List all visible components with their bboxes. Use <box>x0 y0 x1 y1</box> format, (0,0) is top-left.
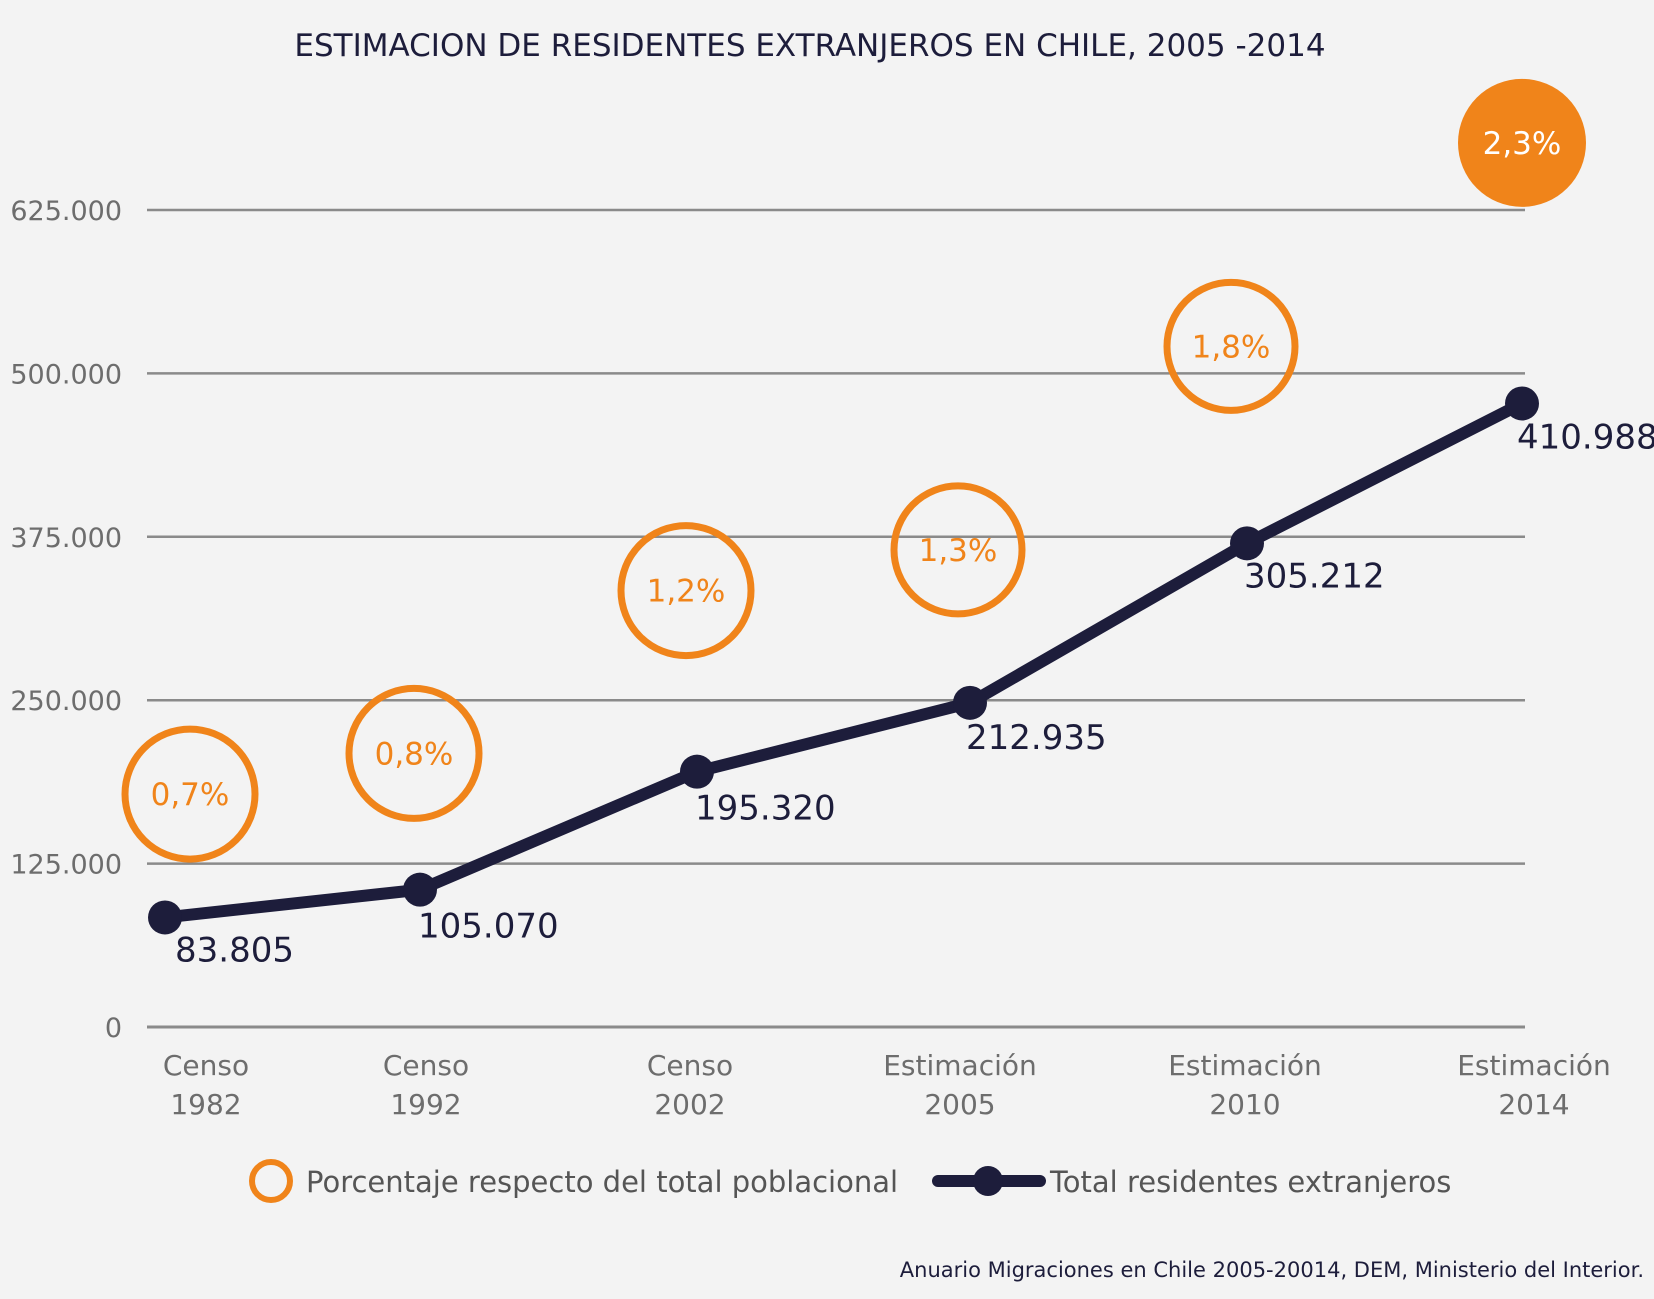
data-point <box>953 685 987 720</box>
percentage-label: 2,3% <box>1483 126 1562 162</box>
y-tick-label: 125.000 <box>10 850 122 881</box>
percentage-label: 0,8% <box>375 736 454 772</box>
legend: Porcentaje respecto del total poblaciona… <box>249 1159 1451 1203</box>
data-point <box>148 900 182 935</box>
x-tick-label: Estimación <box>1457 1049 1611 1082</box>
percentage-label: 1,8% <box>1192 329 1271 365</box>
y-tick-label: 625.000 <box>10 196 122 227</box>
x-tick-label: Censo <box>647 1049 733 1082</box>
x-tick-label: 2014 <box>1498 1088 1569 1121</box>
grid <box>147 208 1525 1029</box>
x-tick-label: Censo <box>163 1049 249 1082</box>
data-label: 410.988 <box>1517 417 1654 457</box>
percentage-circle <box>617 522 755 660</box>
y-axis-ticks: 0 125.000 250.000 375.000 500.000 625.000 <box>10 196 122 1044</box>
data-point <box>1230 526 1264 561</box>
legend-residents-label: Total residentes extranjeros <box>1049 1165 1451 1199</box>
percentage-circle <box>345 684 483 822</box>
legend-percentage-marker <box>249 1159 293 1203</box>
percentage-series: 0,7% 0,8% 1,2% 1,3% 1,8% 2,3% <box>121 78 1586 863</box>
y-tick-label: 375.000 <box>10 523 122 554</box>
percentage-circle <box>121 725 259 863</box>
data-point <box>403 872 437 907</box>
data-label: 305.212 <box>1244 556 1385 596</box>
y-tick-label: 250.000 <box>10 686 122 717</box>
x-axis-ticks: Censo 1982 Censo 1992 Censo 2002 Estimación 200… <box>163 1049 1611 1121</box>
percentage-circle <box>890 482 1026 618</box>
x-tick-label: Estimación <box>883 1049 1037 1082</box>
percentage-circle <box>1458 78 1586 207</box>
x-tick-label: Estimación <box>1168 1049 1322 1082</box>
percentage-label: 1,3% <box>919 533 998 569</box>
x-tick-label: 2002 <box>654 1088 725 1121</box>
percentage-circle <box>1163 278 1299 414</box>
data-label: 195.320 <box>695 789 836 829</box>
chart-title: ESTIMACION DE RESIDENTES EXTRANJEROS EN … <box>294 28 1325 64</box>
x-tick-label: Censo <box>383 1049 469 1082</box>
data-label: 105.070 <box>418 907 559 947</box>
legend-percentage-label: Porcentaje respecto del total poblaciona… <box>306 1165 898 1199</box>
x-tick-label: 1992 <box>390 1088 461 1121</box>
y-tick-label: 500.000 <box>10 359 122 390</box>
source-note: Anuario Migraciones en Chile 2005-20014,… <box>900 1258 1644 1282</box>
percentage-label: 0,7% <box>151 777 230 813</box>
percentage-label: 1,2% <box>647 574 726 610</box>
data-label: 212.935 <box>966 718 1107 758</box>
x-tick-label: 1982 <box>170 1088 241 1121</box>
data-label: 83.805 <box>175 930 294 970</box>
y-tick-label: 0 <box>105 1013 122 1044</box>
data-point <box>1505 386 1539 421</box>
residents-series: 83.805 105.070 195.320 212.935 305.212 410.98… <box>148 386 1654 970</box>
data-point <box>680 754 714 789</box>
legend-residents-marker <box>973 1166 1003 1196</box>
residents-line <box>159 397 1528 924</box>
x-tick-label: 2010 <box>1209 1088 1280 1121</box>
x-tick-label: 2005 <box>924 1088 995 1121</box>
